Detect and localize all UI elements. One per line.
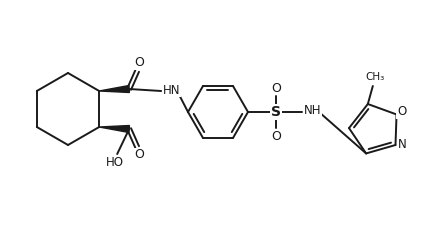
Text: CH₃: CH₃ (364, 72, 383, 82)
Text: O: O (134, 57, 144, 69)
Text: N: N (397, 138, 406, 151)
Text: O: O (271, 81, 280, 94)
Polygon shape (99, 126, 129, 133)
Text: NH: NH (304, 104, 321, 118)
Text: O: O (134, 148, 144, 161)
Text: O: O (396, 105, 405, 118)
Polygon shape (99, 86, 129, 92)
Text: HO: HO (106, 156, 124, 170)
Text: HN: HN (162, 84, 179, 96)
Text: S: S (271, 105, 280, 119)
Text: O: O (271, 129, 280, 143)
